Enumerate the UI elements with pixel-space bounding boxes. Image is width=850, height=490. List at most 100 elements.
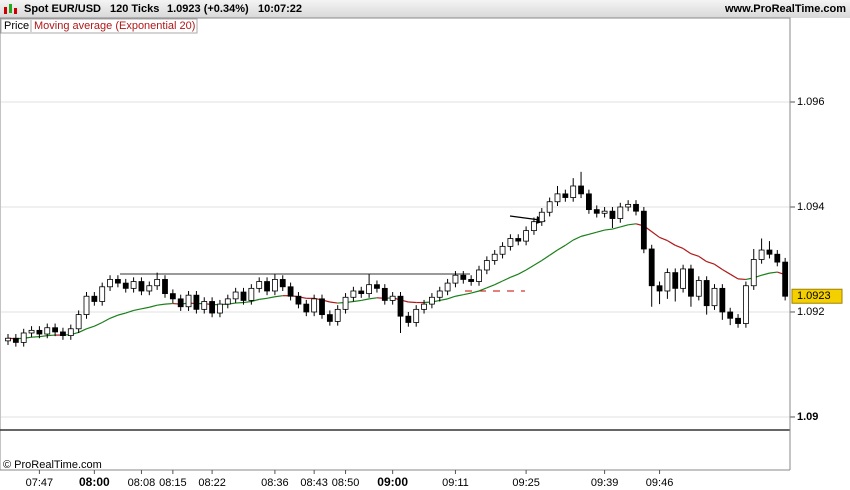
candle [601,206,608,218]
ema-segment [408,301,417,304]
ema-segment [117,312,126,316]
candle [99,282,106,306]
candle [617,202,624,223]
ema-segment [714,263,723,270]
candle [358,286,365,298]
candle-body [185,294,192,308]
ema-segment [251,298,260,303]
candle [342,293,349,314]
ema-segment [729,273,739,280]
candle-body [695,280,702,297]
candle-body [586,193,592,211]
candle-body [154,279,161,287]
ema-segment [447,295,456,300]
candle-body [743,285,749,324]
candle-body [703,280,710,307]
candle-body [107,279,113,288]
candle [452,271,459,288]
candle-body [483,260,490,271]
candle [366,274,373,298]
candle-body [193,294,200,310]
candle-body [12,337,19,343]
candle-body [750,259,757,287]
candle-body [538,211,545,223]
candle-body [405,315,412,323]
ema-segment [235,301,244,304]
ema-segment [31,336,40,338]
ema-segment [259,297,268,300]
candle [774,250,781,267]
candle [428,293,435,309]
copyright: © ProRealTime.com [3,459,102,471]
candle [20,328,27,347]
candle-body [115,279,121,284]
ema-segment [369,297,378,300]
candle [326,310,333,326]
ema-segment [86,325,95,330]
candle-body [60,331,66,337]
instrument: Spot EUR/USD [24,3,101,15]
ema-segment [557,244,566,251]
candle-body [672,272,679,289]
plot-area [0,17,791,471]
candle [719,284,726,320]
clock: 10:07:22 [258,3,302,15]
candle-body [5,337,11,342]
candle-body [688,268,694,297]
candle [91,292,98,306]
candle [476,265,482,286]
candle [750,248,757,290]
ema-segment [133,308,142,311]
candle-body [271,279,278,292]
candle [256,277,263,293]
candle-body [350,290,357,298]
candle-body [554,193,561,203]
ema-segment [274,295,283,298]
candle-body [421,303,427,310]
candle-body [758,249,765,260]
ema-segment [706,261,715,265]
candle-body [248,287,255,301]
ema-segment [510,273,519,278]
candle [248,284,255,305]
candle-body [468,279,475,282]
ema-segment [533,260,543,266]
candle-body [499,245,506,255]
candle [397,292,404,333]
candle-body [264,281,270,292]
candle [374,280,380,293]
candle-body [366,284,373,295]
candle-body [782,261,789,297]
ema-segment [698,255,707,263]
candle [695,276,702,301]
candle [593,205,600,218]
candle-body [240,291,247,301]
x-tick-label: 08:43 [300,477,328,489]
ema-segment [125,309,134,314]
candle [515,234,522,246]
candle [680,264,686,293]
candle-body [609,210,616,219]
ema-segment [486,284,495,289]
candle-body [130,281,137,289]
candle-body [177,298,184,308]
y-tick-label: 1.094 [797,201,825,213]
ema-segment [517,269,527,275]
candle [279,275,286,291]
candle-body [67,328,74,337]
candle [546,197,553,217]
candle [319,294,325,319]
candle-body [711,287,718,307]
candle [499,242,506,259]
ema-segment [439,298,448,302]
candle [107,275,113,291]
last-price-tag [791,288,843,304]
candle [232,287,239,304]
candle [531,217,537,235]
x-tick-label: 09:46 [646,477,674,489]
candle [703,276,710,315]
ema-segment [149,304,158,308]
candle-body [295,295,302,305]
candle [60,327,66,340]
